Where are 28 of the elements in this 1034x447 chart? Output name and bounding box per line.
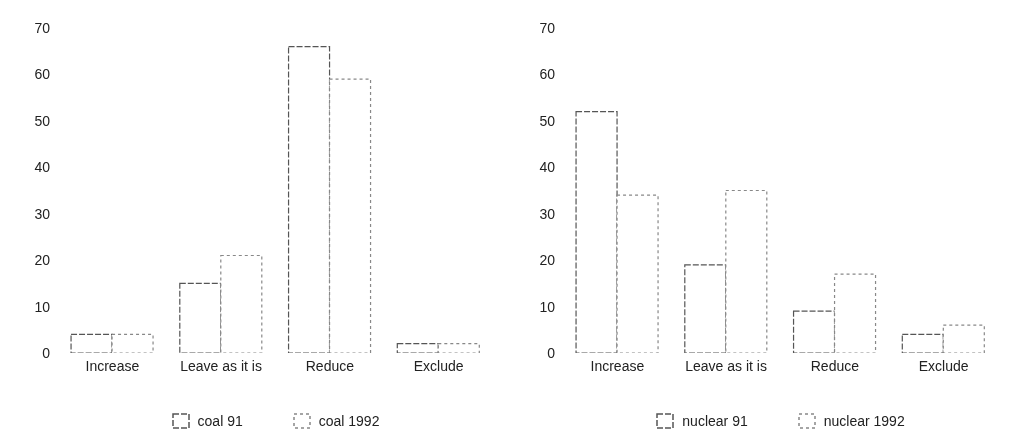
- x-tick-label: Reduce: [810, 357, 860, 374]
- y-tick-label: 10: [539, 298, 556, 315]
- y-tick-label: 70: [34, 19, 51, 36]
- y-tick-label: 30: [34, 205, 51, 222]
- y-tick-label: 20: [34, 252, 51, 269]
- legend-label: coal 1992: [318, 413, 380, 429]
- y-tick-label: 40: [34, 159, 51, 176]
- x-tick-label: Increase: [85, 357, 140, 374]
- y-tick-label: 10: [34, 298, 51, 315]
- x-tick-label: Exclude: [413, 357, 464, 374]
- y-tick-label: 60: [34, 66, 51, 83]
- y-tick-label: 60: [539, 66, 556, 83]
- legend-label: nuclear 91: [682, 413, 748, 429]
- y-tick-label: 20: [539, 252, 556, 269]
- y-tick-label: 30: [539, 205, 556, 222]
- y-tick-label: 50: [539, 112, 556, 129]
- y-tick-label: 0: [42, 344, 51, 361]
- legend-label: nuclear 1992: [823, 413, 905, 429]
- x-tick-label: Reduce: [305, 357, 355, 374]
- legend-label: coal 91: [197, 413, 243, 429]
- y-tick-label: 40: [539, 159, 556, 176]
- x-tick-label: Increase: [590, 357, 645, 374]
- y-tick-label: 70: [539, 19, 556, 36]
- y-tick-label: 0: [547, 344, 556, 361]
- y-tick-label: 50: [34, 112, 51, 129]
- x-tick-label: Leave as it is: [685, 357, 767, 374]
- x-tick-label: Exclude: [918, 357, 969, 374]
- x-tick-label: Leave as it is: [180, 357, 262, 374]
